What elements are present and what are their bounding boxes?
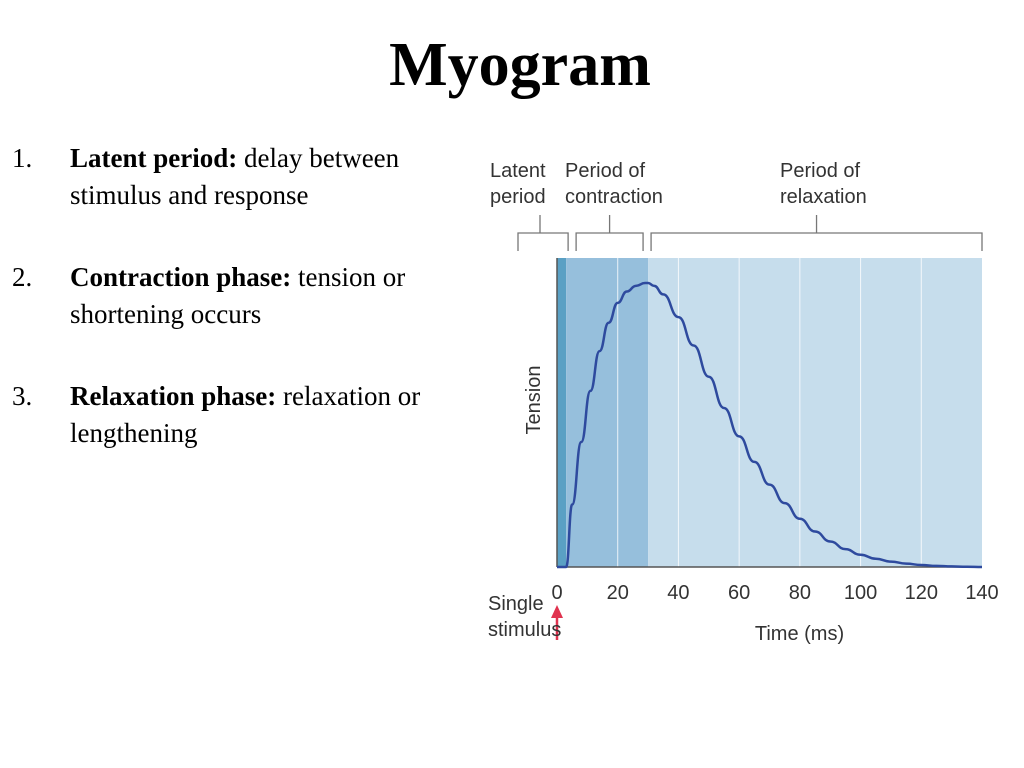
phase-band xyxy=(566,258,649,567)
item-description: delay between stimulus and response xyxy=(70,143,400,210)
x-tick-label: 60 xyxy=(728,582,750,604)
stimulus-arrowhead xyxy=(551,605,563,618)
phase-label: contraction xyxy=(565,186,663,208)
item-term: Relaxation phase: xyxy=(70,381,277,411)
x-tick-label: 40 xyxy=(667,582,689,604)
item-number: 2. xyxy=(12,262,33,292)
x-tick-label: 20 xyxy=(607,582,629,604)
x-tick-label: 120 xyxy=(905,582,938,604)
stimulus-label: stimulus xyxy=(488,619,561,641)
phase-list: 1. Latent period: delay between stimulus… xyxy=(12,140,492,497)
x-axis-label: Time (ms) xyxy=(755,623,844,645)
x-tick-label: 80 xyxy=(789,582,811,604)
phase-label: Latent xyxy=(490,160,546,182)
x-tick-label: 100 xyxy=(844,582,877,604)
phase-band xyxy=(557,258,567,567)
phase-bracket xyxy=(575,232,644,251)
phase-label: relaxation xyxy=(780,186,867,208)
item-term: Contraction phase: xyxy=(70,262,292,292)
list-item: 1. Latent period: delay between stimulus… xyxy=(12,140,492,214)
stimulus-label: Single xyxy=(488,593,544,615)
y-axis-label: Tension xyxy=(523,366,545,435)
phase-band xyxy=(648,258,982,567)
item-description: tension or shortening occurs xyxy=(70,262,406,329)
phase-bracket xyxy=(517,232,569,251)
list-item: 2. Contraction phase: tension or shorten… xyxy=(12,259,492,333)
tension-curve xyxy=(557,281,983,569)
phase-label: period xyxy=(490,186,546,208)
x-tick-label: 0 xyxy=(551,582,562,604)
phase-bracket xyxy=(650,232,983,251)
x-tick-label: 140 xyxy=(965,582,998,604)
phase-label: Period of xyxy=(565,160,645,182)
item-number: 1. xyxy=(12,143,33,173)
item-number: 3. xyxy=(12,381,33,411)
slide-title: Myogram xyxy=(389,31,651,99)
item-term: Latent period: xyxy=(70,143,238,173)
phase-label: Period of xyxy=(780,160,860,182)
list-item: 3. Relaxation phase: relaxation or lengt… xyxy=(12,378,492,452)
item-description: relaxation or lengthening xyxy=(70,381,421,448)
